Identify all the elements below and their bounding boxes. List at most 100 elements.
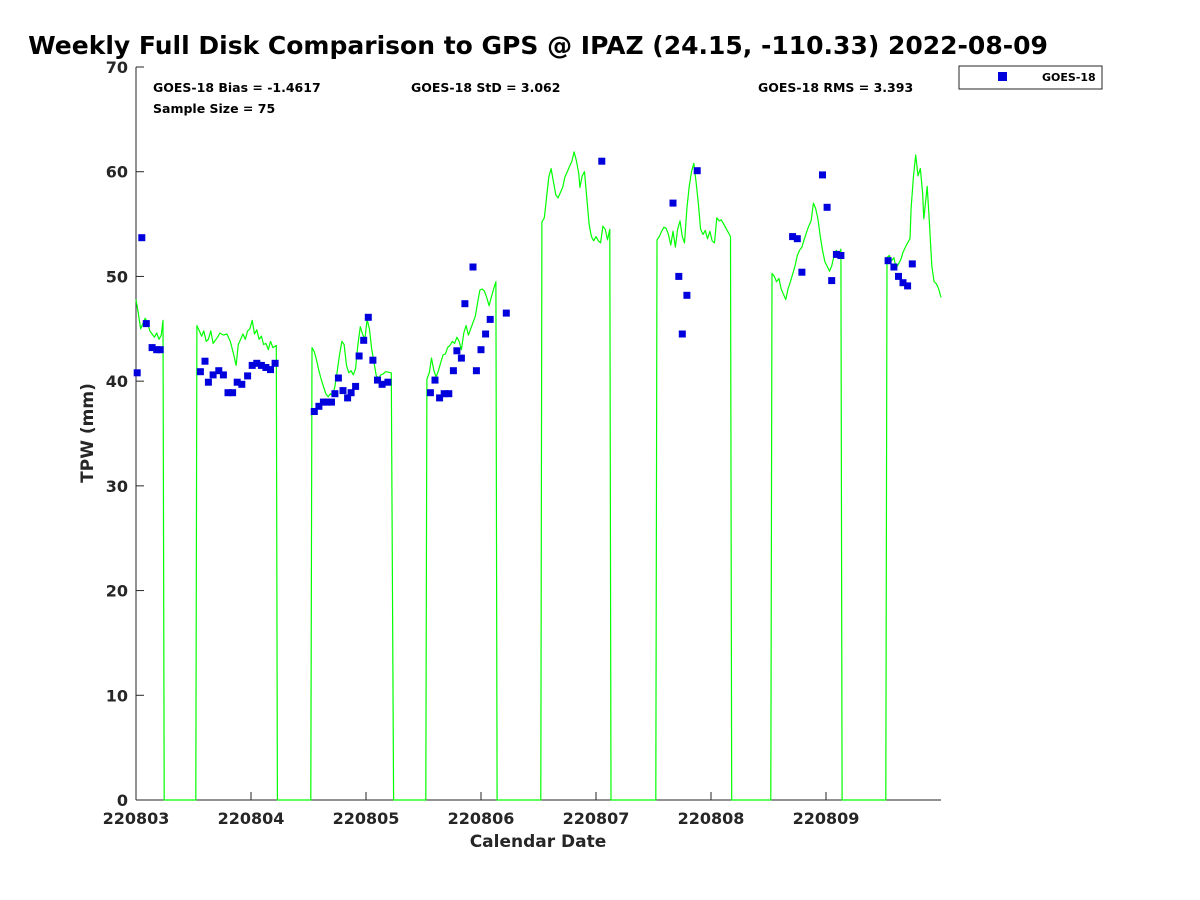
goes18-point xyxy=(832,250,840,258)
goes18-point xyxy=(271,359,279,367)
goes18-point xyxy=(219,371,227,379)
goes18-point xyxy=(334,374,342,382)
goes18-point xyxy=(215,367,223,375)
legend-box xyxy=(958,65,1103,90)
goes18-point xyxy=(229,389,237,397)
goes18-point xyxy=(823,203,831,211)
bias-stat: GOES-18 Bias = -1.4617 xyxy=(153,80,321,95)
y-tick-label: 70 xyxy=(106,58,128,77)
goes18-point xyxy=(904,282,912,290)
y-tick-label: 10 xyxy=(106,686,128,705)
legend-label-goes18: GOES-18 xyxy=(1042,71,1096,84)
goes18-point xyxy=(445,390,453,398)
goes18-point xyxy=(224,389,232,397)
goes18-point xyxy=(837,252,845,259)
goes18-point xyxy=(369,356,377,364)
goes18-point xyxy=(453,347,461,355)
goes18-point xyxy=(598,157,606,165)
std-stat: GOES-18 StD = 3.062 xyxy=(411,80,560,95)
goes18-point xyxy=(890,263,898,271)
goes18-point xyxy=(469,263,477,271)
goes18-point xyxy=(675,272,683,280)
goes18-point xyxy=(142,320,150,328)
goes18-point xyxy=(908,260,916,268)
goes18-point xyxy=(196,368,204,376)
goes18-point xyxy=(482,330,490,338)
goes18-point xyxy=(378,380,386,388)
goes18-point xyxy=(793,235,801,243)
goes18-point xyxy=(899,279,907,287)
goes18-point xyxy=(477,346,485,354)
goes18-point xyxy=(449,367,457,375)
x-tick-label: 220804 xyxy=(218,809,285,828)
goes18-point xyxy=(895,272,902,280)
goes18-point xyxy=(431,376,439,384)
goes18-point xyxy=(374,376,381,384)
goes18-point xyxy=(238,380,246,388)
goes18-point xyxy=(328,398,335,406)
goes18-point xyxy=(233,378,241,386)
goes18-point xyxy=(323,398,331,406)
goes18-point xyxy=(344,394,352,402)
y-tick-label: 40 xyxy=(106,372,128,391)
y-tick-label: 50 xyxy=(106,267,128,286)
goes18-point xyxy=(678,330,686,338)
goes18-point xyxy=(819,171,826,179)
goes18-point xyxy=(204,378,212,386)
goes18-point xyxy=(248,361,256,369)
goes18-point xyxy=(426,389,434,397)
goes18-point xyxy=(244,372,252,380)
goes18-point xyxy=(472,367,480,375)
x-tick-label: 220805 xyxy=(333,809,400,828)
x-tick-label: 220807 xyxy=(563,809,630,828)
y-tick-label: 60 xyxy=(106,163,128,182)
goes18-point xyxy=(138,234,146,242)
goes18-point xyxy=(201,357,209,365)
goes18-point xyxy=(209,371,217,379)
goes18-point xyxy=(828,277,836,285)
goes18-point xyxy=(440,390,448,398)
chart-title: Weekly Full Disk Comparison to GPS @ IPA… xyxy=(28,31,1048,60)
goes18-point xyxy=(148,344,156,352)
goes18-point xyxy=(257,361,265,369)
goes18-point xyxy=(436,394,444,402)
gps-series xyxy=(135,151,942,801)
goes18-point xyxy=(262,364,270,371)
goes18-point xyxy=(360,336,368,344)
goes18-point xyxy=(315,402,323,410)
goes18-point xyxy=(486,315,494,323)
x-tick-label: 220803 xyxy=(103,809,170,828)
goes18-point xyxy=(364,313,372,321)
goes18-point xyxy=(347,389,355,397)
goes18-point xyxy=(683,291,691,299)
axis-ticks: 0 10 20 30 40 50 60 70 220803 220804 220805 220806 2… xyxy=(103,58,860,828)
sample-size-stat: Sample Size = 75 xyxy=(153,101,275,116)
goes-series xyxy=(133,157,916,415)
y-tick-label: 20 xyxy=(106,582,128,601)
goes18-point xyxy=(331,390,339,398)
gps-line xyxy=(135,151,942,801)
x-axis-label: Calendar Date xyxy=(470,832,607,852)
goes18-point xyxy=(267,366,274,374)
goes18-point xyxy=(355,352,363,360)
goes18-point xyxy=(352,382,360,390)
goes18-point xyxy=(384,378,392,386)
y-tick-label: 0 xyxy=(117,791,128,810)
goes18-point xyxy=(884,257,892,265)
goes18-point xyxy=(339,387,347,395)
goes18-point xyxy=(310,408,318,415)
goes18-point xyxy=(253,359,261,367)
goes18-point xyxy=(669,199,677,207)
x-tick-label: 220806 xyxy=(448,809,515,828)
goes18-point xyxy=(693,167,701,175)
y-tick-label: 30 xyxy=(106,477,128,496)
goes18-point xyxy=(789,233,797,241)
x-tick-label: 220808 xyxy=(678,809,745,828)
goes18-point xyxy=(461,300,469,308)
goes18-point xyxy=(133,369,141,377)
goes18-point xyxy=(502,309,510,317)
y-axis-label: TPW (mm) xyxy=(78,383,98,483)
legend: GOES-18 xyxy=(958,65,1103,90)
rms-stat: GOES-18 RMS = 3.393 xyxy=(758,80,913,95)
